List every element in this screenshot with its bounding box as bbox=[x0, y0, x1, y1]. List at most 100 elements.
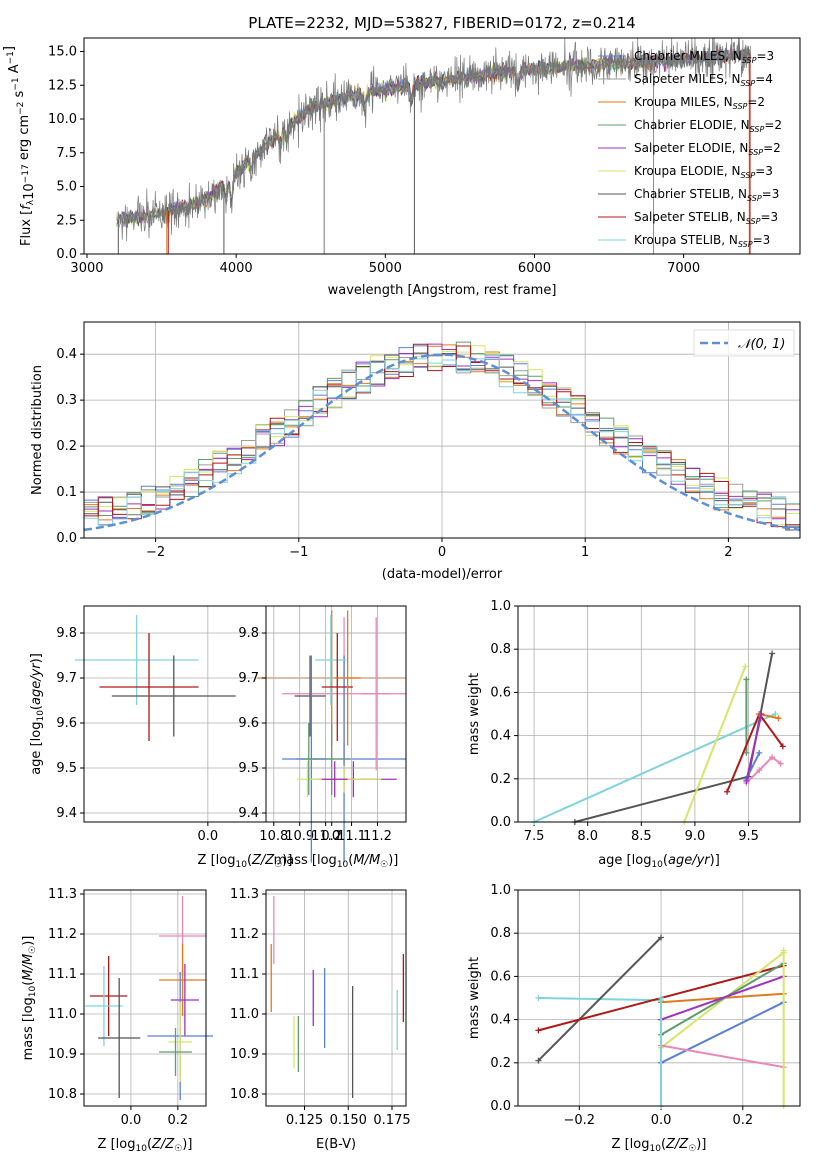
y-tick-label: 0.8 bbox=[490, 926, 511, 941]
residual-histograms bbox=[84, 341, 800, 531]
series-marker bbox=[780, 947, 787, 954]
y-tick-label: 11.2 bbox=[230, 927, 259, 942]
x-tick-label: 0.0 bbox=[198, 829, 219, 844]
panel-frame bbox=[265, 605, 407, 823]
series-line bbox=[533, 713, 776, 823]
histogram-step bbox=[84, 343, 800, 528]
spectrum-lines bbox=[116, 37, 751, 254]
x-tick-label: 4000 bbox=[220, 261, 253, 276]
x-tick-label: 11.2 bbox=[363, 829, 392, 844]
x-tick-label: 11.0 bbox=[311, 829, 340, 844]
gaussian-legend-label: 𝒩(0, 1) bbox=[738, 337, 785, 352]
series-marker bbox=[535, 995, 542, 1001]
series-marker bbox=[772, 711, 779, 717]
panel-frame bbox=[265, 889, 407, 1107]
x-tick-label: −1 bbox=[289, 545, 308, 560]
y-tick-label: 12.5 bbox=[48, 78, 77, 93]
x-tick-label: 10.8 bbox=[259, 829, 288, 844]
spectrum-ylabel-text: Flux [fλ10−17 erg cm−2 s−1 A−1] bbox=[2, 46, 37, 246]
legend-label: Chabrier MILES, NSSP=3 bbox=[634, 49, 774, 65]
y-tick-label: 9.4 bbox=[56, 806, 77, 821]
age-vs-mass-panel: 10.810.911.011.111.2 9.4 9.5 9.6 9.7 9.8 mass … bbox=[238, 605, 407, 870]
x-axis-label: mass [log10(M/M☉)] bbox=[274, 853, 399, 870]
panel-frame bbox=[517, 605, 801, 823]
x-tick-label: 0.0 bbox=[651, 1113, 672, 1128]
age-vs-metallicity-panel: 0.0 0.2 9.4 9.5 9.6 9.7 9.8 Z [log10(Z/Z☉)] age … bbox=[29, 605, 407, 870]
x-tick-label: 0.125 bbox=[286, 1113, 323, 1128]
y-tick-label: 10.9 bbox=[48, 1047, 77, 1062]
y-tick-label: 9.7 bbox=[56, 671, 77, 686]
series-marker bbox=[777, 760, 784, 767]
series-marker bbox=[758, 711, 765, 717]
x-tick-label: 9.5 bbox=[738, 829, 759, 844]
series-marker bbox=[658, 934, 665, 941]
mass-weight-vs-age-panel: 7.5 8.0 8.5 9.0 9.5 0.0 0.2 0.4 0.6 0.8 1.0 age [lo… bbox=[467, 599, 801, 870]
y-tick-label: 0.6 bbox=[490, 685, 511, 700]
y-tick-label: 0.2 bbox=[56, 439, 77, 454]
series-marker bbox=[743, 676, 750, 683]
x-axis-label: age [log10(age/yr)] bbox=[598, 853, 720, 870]
histogram-step bbox=[84, 352, 800, 531]
x-tick-label: 5000 bbox=[369, 261, 402, 276]
residual-xlabel: (data-model)/error bbox=[382, 567, 503, 582]
y-tick-label: 1.0 bbox=[490, 883, 511, 898]
spectrum-xlabel: wavelength [Angstrom, rest frame] bbox=[328, 283, 557, 298]
y-tick-label: 0.3 bbox=[56, 393, 77, 408]
y-tick-label: 9.6 bbox=[238, 716, 259, 731]
series-marker bbox=[756, 749, 763, 756]
x-tick-label: 10.9 bbox=[285, 829, 314, 844]
mass-vs-metallicity-panel: 0.0 0.2 10.8 10.9 11.0 11.1 11.2 11.3 Z [log10(Z… bbox=[21, 887, 214, 1154]
model-line bbox=[116, 47, 751, 227]
y-tick-label: 0.0 bbox=[490, 815, 511, 830]
y-axis-label: age [log10(age/yr)] bbox=[29, 653, 46, 775]
x-tick-label: 11.1 bbox=[337, 829, 366, 844]
legend-label: Salpeter MILES, NSSP=4 bbox=[634, 72, 773, 88]
y-tick-label: 9.4 bbox=[238, 806, 259, 821]
series-marker bbox=[756, 767, 763, 774]
y-tick-label: 9.8 bbox=[238, 626, 259, 641]
residual-ylabel: Normed distribution bbox=[30, 365, 45, 495]
y-tick-label: 9.5 bbox=[238, 761, 259, 776]
x-tick-label: −2 bbox=[146, 545, 165, 560]
spectrum-ylabel: Flux [fλ10−17 erg cm−2 s−1 A−1] bbox=[2, 46, 37, 246]
y-tick-label: 11.0 bbox=[48, 1007, 77, 1022]
histogram-step bbox=[84, 354, 800, 526]
y-tick-label: 7.5 bbox=[56, 146, 77, 161]
legend-label: Salpeter STELIB, NSSP=3 bbox=[634, 210, 778, 226]
x-axis-label: E(B-V) bbox=[316, 1137, 356, 1152]
legend-label: Chabrier STELIB, NSSP=3 bbox=[634, 187, 779, 203]
series-line bbox=[745, 755, 782, 784]
residual-panel: −2 −1 0 1 2 0.0 0.1 0.2 0.3 0.4 (data-model)/erro… bbox=[30, 321, 801, 582]
series-marker bbox=[724, 788, 731, 795]
x-tick-label: 8.0 bbox=[577, 829, 598, 844]
x-tick-label: 1 bbox=[581, 545, 589, 560]
legend-label: Kroupa STELIB, NSSP=3 bbox=[634, 233, 770, 249]
x-tick-label: 0 bbox=[438, 545, 446, 560]
y-tick-label: 5.0 bbox=[56, 180, 77, 195]
gaussian-curve bbox=[83, 353, 801, 532]
data-line bbox=[116, 37, 751, 242]
x-tick-label: 2 bbox=[724, 545, 732, 560]
x-tick-label: 9.0 bbox=[685, 829, 706, 844]
spectrum-frame bbox=[83, 37, 801, 255]
y-tick-label: 11.2 bbox=[48, 927, 77, 942]
series-marker bbox=[769, 754, 776, 761]
x-axis-label: Z [log10(Z/Z☉)] bbox=[98, 1137, 193, 1154]
y-tick-label: 0.8 bbox=[490, 642, 511, 657]
x-axis-label: Z [log10(Z/Z☉)] bbox=[198, 853, 293, 870]
y-tick-label: 0.4 bbox=[490, 1013, 511, 1028]
y-tick-label: 0.1 bbox=[56, 485, 77, 500]
x-tick-label: 6000 bbox=[518, 261, 551, 276]
x-tick-label: 0.175 bbox=[373, 1113, 410, 1128]
y-tick-label: 11.3 bbox=[48, 887, 77, 902]
mass-vs-ebv-panel: 0.125 0.150 0.175 10.8 10.9 11.0 11.1 11.2 11.3 E… bbox=[230, 887, 411, 1152]
spectrum-title: PLATE=2232, MJD=53827, FIBERID=0172, z=0… bbox=[248, 14, 635, 32]
series-line bbox=[683, 666, 747, 823]
x-tick-label: 0.2 bbox=[321, 829, 342, 844]
x-axis-label: Z [log10(Z/Z☉)] bbox=[612, 1137, 707, 1154]
histogram-step bbox=[84, 345, 800, 526]
x-tick-label: 7.5 bbox=[524, 829, 545, 844]
x-tick-label: 7000 bbox=[667, 261, 700, 276]
x-tick-label: 0.0 bbox=[121, 1113, 142, 1128]
y-tick-label: 10.8 bbox=[48, 1087, 77, 1102]
